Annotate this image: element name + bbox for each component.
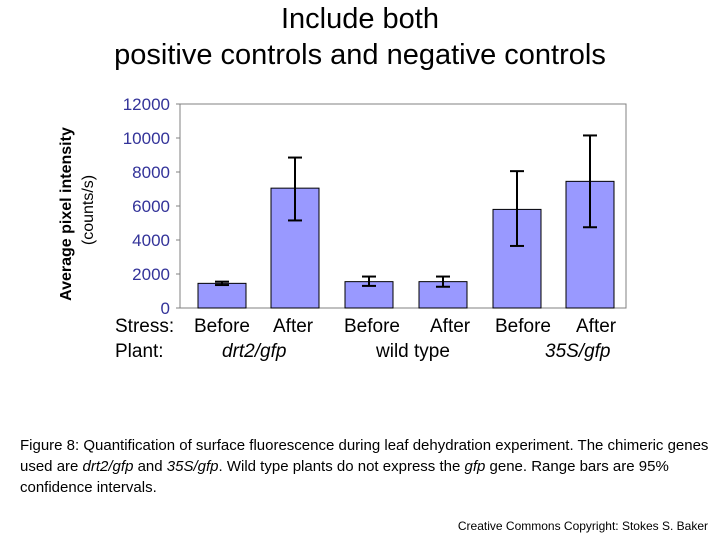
y-tick-label: 4000 [132, 231, 170, 250]
y-tick-label: 12000 [123, 95, 170, 114]
copyright-credit: Creative Commons Copyright: Stokes S. Ba… [457, 519, 708, 533]
caption-text-2: and [133, 458, 167, 475]
caption-gene-35s: 35S/gfp [166, 458, 219, 475]
group3-before-label: Before [495, 316, 551, 337]
bar-chart: 0 2000 4000 6000 8000 10000 12000 [123, 95, 627, 318]
group2-plant-label: wild type [376, 341, 450, 362]
group1-after-label: After [273, 316, 314, 337]
y-tick-label: 10000 [123, 129, 170, 148]
group3-after-label: After [576, 316, 617, 337]
plot-area [179, 103, 627, 309]
group3-plant-label: 35S/gfp [545, 341, 611, 362]
y-tick-label: 8000 [132, 163, 170, 182]
caption-text-3: . Wild type plants do not express the [218, 458, 465, 475]
bar [197, 282, 247, 309]
group1-before-label: Before [194, 316, 250, 337]
chart-title-line-2: positive controls and negative controls [114, 39, 606, 71]
caption-text-1: Figure 8: Quantification of surface fluo… [20, 437, 709, 475]
stress-row-label: Stress: [115, 316, 175, 337]
caption-gene-drt2: drt2/gfp [82, 458, 134, 475]
y-tick-label: 2000 [132, 265, 170, 284]
y-axis-unit-label: (counts/s) [80, 174, 97, 246]
caption-gene-gfp: gfp [464, 458, 486, 475]
y-tick-label: 6000 [132, 197, 170, 216]
chart-title-line-1: Include both [280, 3, 439, 35]
plant-row-label: Plant: [115, 341, 164, 362]
y-tick-label: 0 [161, 299, 170, 318]
figure-caption: Figure 8: Quantification of surface fluo… [20, 435, 710, 498]
caption-text-4: gene. Range bars are 95% confidence inte… [20, 458, 669, 496]
y-axis-label: Average pixel intensity [58, 127, 75, 301]
group1-plant-label: drt2/gfp [222, 341, 287, 362]
group2-after-label: After [430, 316, 471, 337]
group2-before-label: Before [344, 316, 400, 337]
